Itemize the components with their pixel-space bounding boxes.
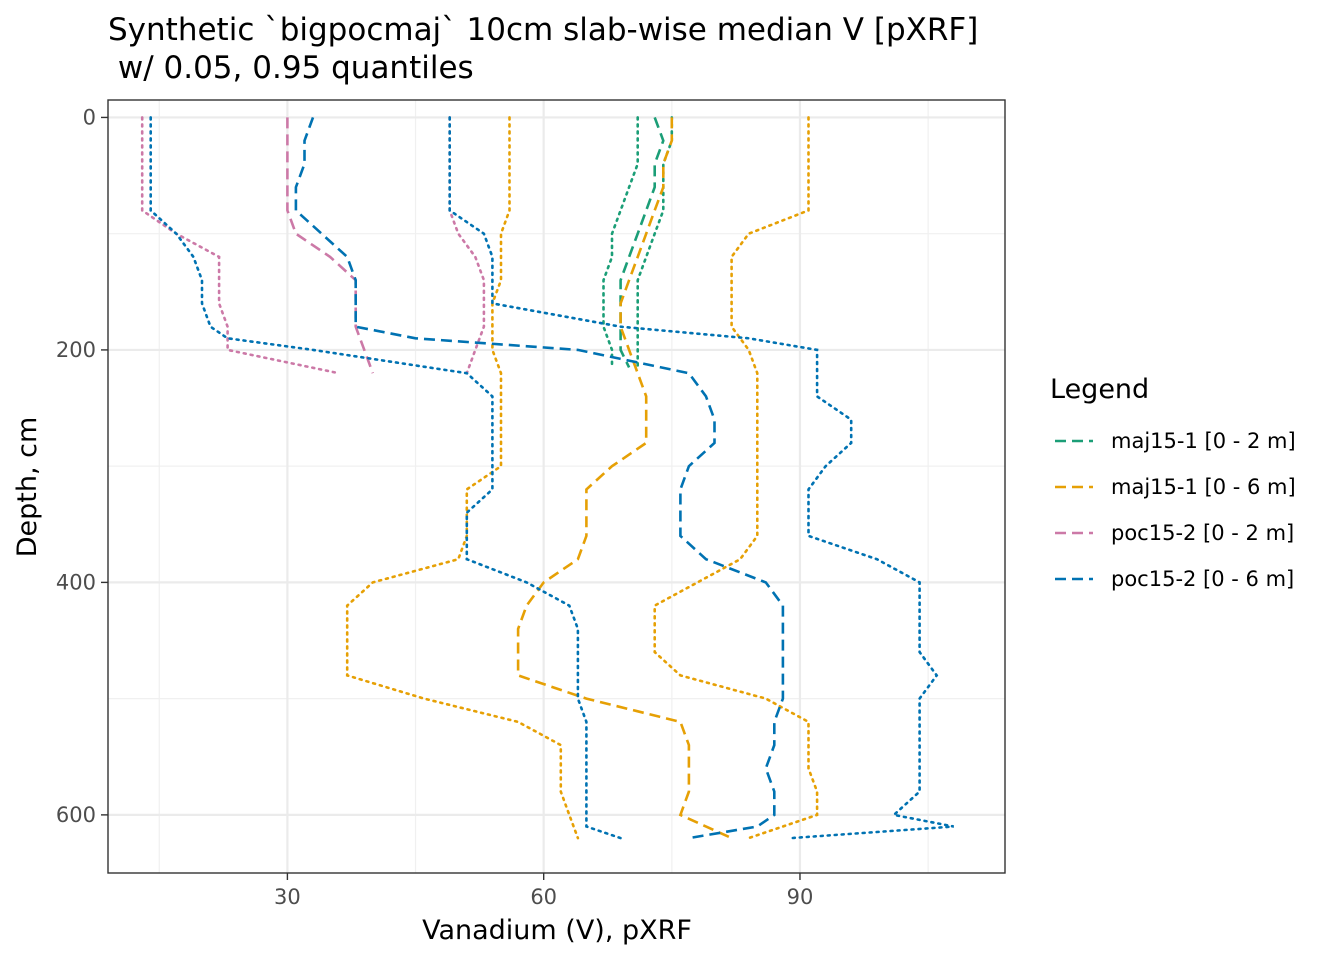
y-tick-label: 400 <box>56 570 96 594</box>
panel-border <box>107 99 1006 874</box>
y-axis-title: Depth, cm <box>12 417 43 558</box>
legend-label: poc15-2 [0 - 6 m] <box>1111 567 1294 591</box>
chart-title-line2: w/ 0.05, 0.95 quantiles <box>108 50 474 86</box>
series-median-line <box>286 117 375 374</box>
plot-area: 30 60 90 0 200 400 600 <box>56 99 1006 909</box>
series-q05-line <box>345 116 580 840</box>
y-tick-label: 600 <box>56 803 96 827</box>
legend-item: maj15-1 [0 - 6 m] <box>1055 475 1296 499</box>
y-tick-label: 0 <box>83 105 96 129</box>
legend-item: maj15-1 [0 - 2 m] <box>1055 429 1296 453</box>
series-q05-line <box>149 116 622 840</box>
series-q95-line <box>448 116 954 840</box>
series-median-line <box>619 116 665 368</box>
x-tick-label: 90 <box>787 885 814 909</box>
legend-title: Legend <box>1050 374 1149 405</box>
series-median-line <box>294 116 785 840</box>
x-tick-label: 60 <box>530 885 557 909</box>
y-tick-label: 200 <box>56 338 96 362</box>
series-median-line <box>516 117 733 840</box>
x-tick-label: 30 <box>274 885 301 909</box>
legend-item: poc15-2 [0 - 2 m] <box>1055 521 1294 545</box>
panel-background <box>108 100 1005 873</box>
chart-title-line1: Synthetic `bigpocmaj` 10cm slab-wise med… <box>108 12 978 48</box>
legend-item: poc15-2 [0 - 6 m] <box>1055 567 1294 591</box>
legend: Legend maj15-1 [0 - 2 m] maj15-1 [0 - 6 m… <box>1050 374 1296 591</box>
legend-label: maj15-1 [0 - 6 m] <box>1111 475 1296 499</box>
series-q05-line <box>602 116 639 369</box>
legend-label: maj15-1 [0 - 2 m] <box>1111 429 1296 453</box>
legend-label: poc15-2 [0 - 2 m] <box>1111 521 1294 545</box>
x-axis-title: Vanadium (V), pXRF <box>422 915 692 946</box>
series-3 <box>149 116 954 840</box>
series-1 <box>345 116 819 840</box>
series-q95-line <box>653 116 819 840</box>
series-q05-line <box>140 116 340 375</box>
